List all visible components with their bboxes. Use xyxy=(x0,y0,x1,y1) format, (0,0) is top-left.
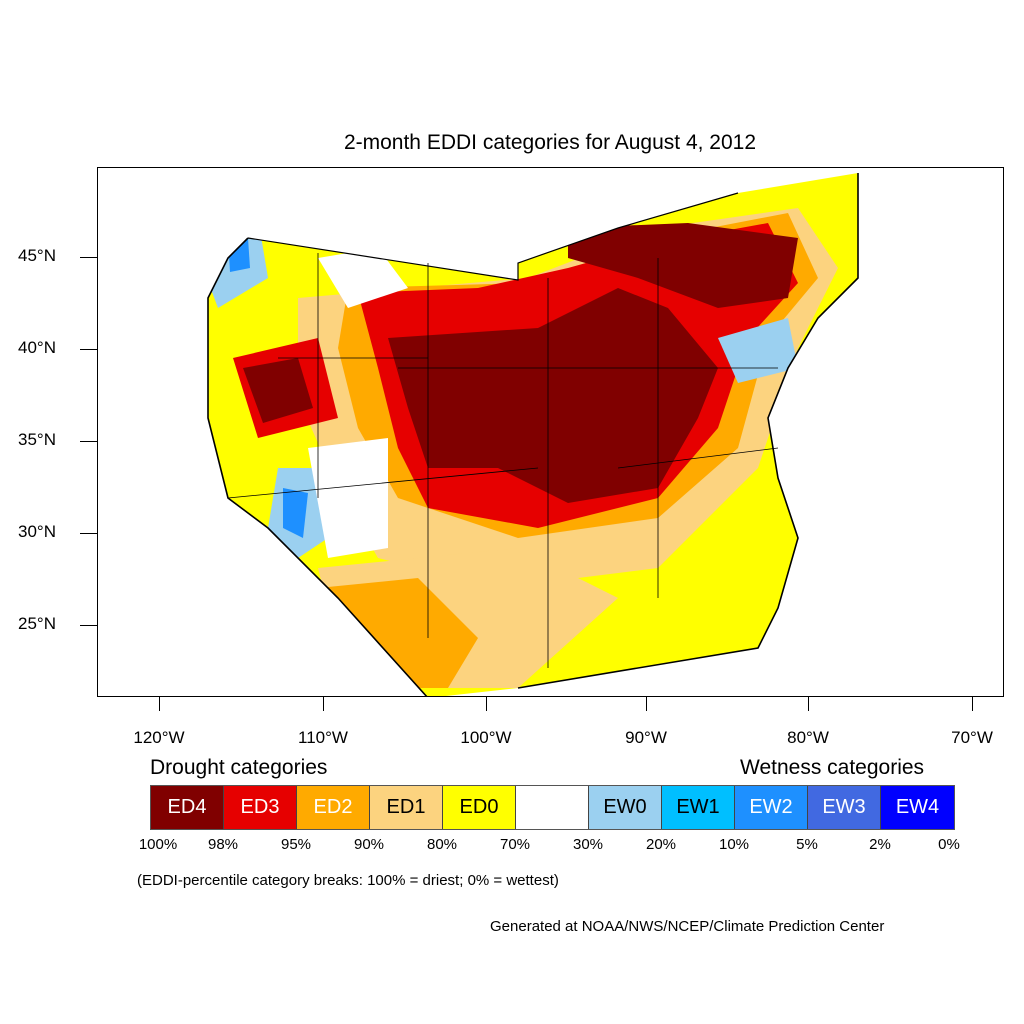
map-panel xyxy=(97,167,1004,697)
legend-swatch-ew1: EW1 xyxy=(662,786,735,829)
legend-swatch-ed2: ED2 xyxy=(297,786,370,829)
lon-label-100: 100°W xyxy=(460,728,512,747)
legend-break-label: 95% xyxy=(280,836,312,853)
lat-label-45: 45°N xyxy=(18,246,56,265)
legend-swatch-ew2: EW2 xyxy=(735,786,808,829)
wet-great-lakes xyxy=(718,318,798,383)
legend-break-label: 98% xyxy=(207,836,239,853)
lat-tick-40 xyxy=(80,349,97,350)
legend-swatch-ew0: EW0 xyxy=(589,786,662,829)
map-title: 2-month EDDI categories for August 4, 20… xyxy=(343,131,757,154)
coastline xyxy=(207,173,859,696)
lon-tick-120 xyxy=(159,697,160,711)
lon-label-70: 70°W xyxy=(951,728,993,747)
legend-break-label: 100% xyxy=(138,836,178,853)
normal-northern-plains xyxy=(318,248,408,308)
legend-swatch-ed1: ED1 xyxy=(370,786,443,829)
legend-swatch-ew4: EW4 xyxy=(881,786,954,829)
credit-line: Generated at NOAA/NWS/NCEP/Climate Predi… xyxy=(490,918,885,935)
lon-label-110: 110°W xyxy=(298,728,348,747)
lat-tick-30 xyxy=(80,533,97,534)
ed4-northeast xyxy=(568,223,798,308)
lon-tick-70 xyxy=(972,697,973,711)
wetness-categories-title: Wetness categories xyxy=(740,756,925,779)
lat-label-35: 35°N xyxy=(18,430,56,449)
legend-break-label: 70% xyxy=(499,836,531,853)
legend-break-label: 10% xyxy=(718,836,750,853)
lon-label-90: 90°W xyxy=(625,728,667,747)
category-note: (EDDI-percentile category breaks: 100% =… xyxy=(137,872,559,889)
legend-break-label: 2% xyxy=(869,836,891,853)
lon-label-120: 120°W xyxy=(133,728,185,747)
lat-label-25: 25°N xyxy=(18,614,56,633)
legend-swatch-ed3: ED3 xyxy=(224,786,297,829)
lon-label-80: 80°W xyxy=(787,728,829,747)
conus-eddi-map xyxy=(207,173,859,696)
legend-break-label: 0% xyxy=(938,836,960,853)
legend-break-label: 90% xyxy=(353,836,385,853)
legend-break-label: 80% xyxy=(426,836,458,853)
lat-tick-25 xyxy=(80,625,97,626)
lat-label-40: 40°N xyxy=(18,338,56,357)
normal-southwest xyxy=(308,438,388,558)
legend-break-label: 5% xyxy=(796,836,818,853)
ed4-core xyxy=(388,288,718,503)
lat-tick-35 xyxy=(80,441,97,442)
lon-tick-100 xyxy=(486,697,487,711)
wet-southwest-core xyxy=(283,488,308,538)
legend-break-label: 30% xyxy=(572,836,604,853)
state-lines xyxy=(227,253,779,668)
legend-break-label: 20% xyxy=(645,836,677,853)
ed4-west xyxy=(243,358,313,423)
legend-swatch-ed4: ED4 xyxy=(151,786,224,829)
lat-label-30: 30°N xyxy=(18,522,56,541)
legend-swatch-ew3: EW3 xyxy=(808,786,881,829)
lon-tick-90 xyxy=(646,697,647,711)
drought-categories-title: Drought categories xyxy=(150,756,328,779)
legend-swatch-normal xyxy=(516,786,589,829)
legend-swatch-ed0: ED0 xyxy=(443,786,516,829)
category-legend: ED4 ED3 ED2 ED1 ED0 EW0 EW1 EW2 EW3 EW4 xyxy=(150,785,955,830)
lon-tick-110 xyxy=(323,697,324,711)
lon-tick-80 xyxy=(808,697,809,711)
lat-tick-45 xyxy=(80,257,97,258)
